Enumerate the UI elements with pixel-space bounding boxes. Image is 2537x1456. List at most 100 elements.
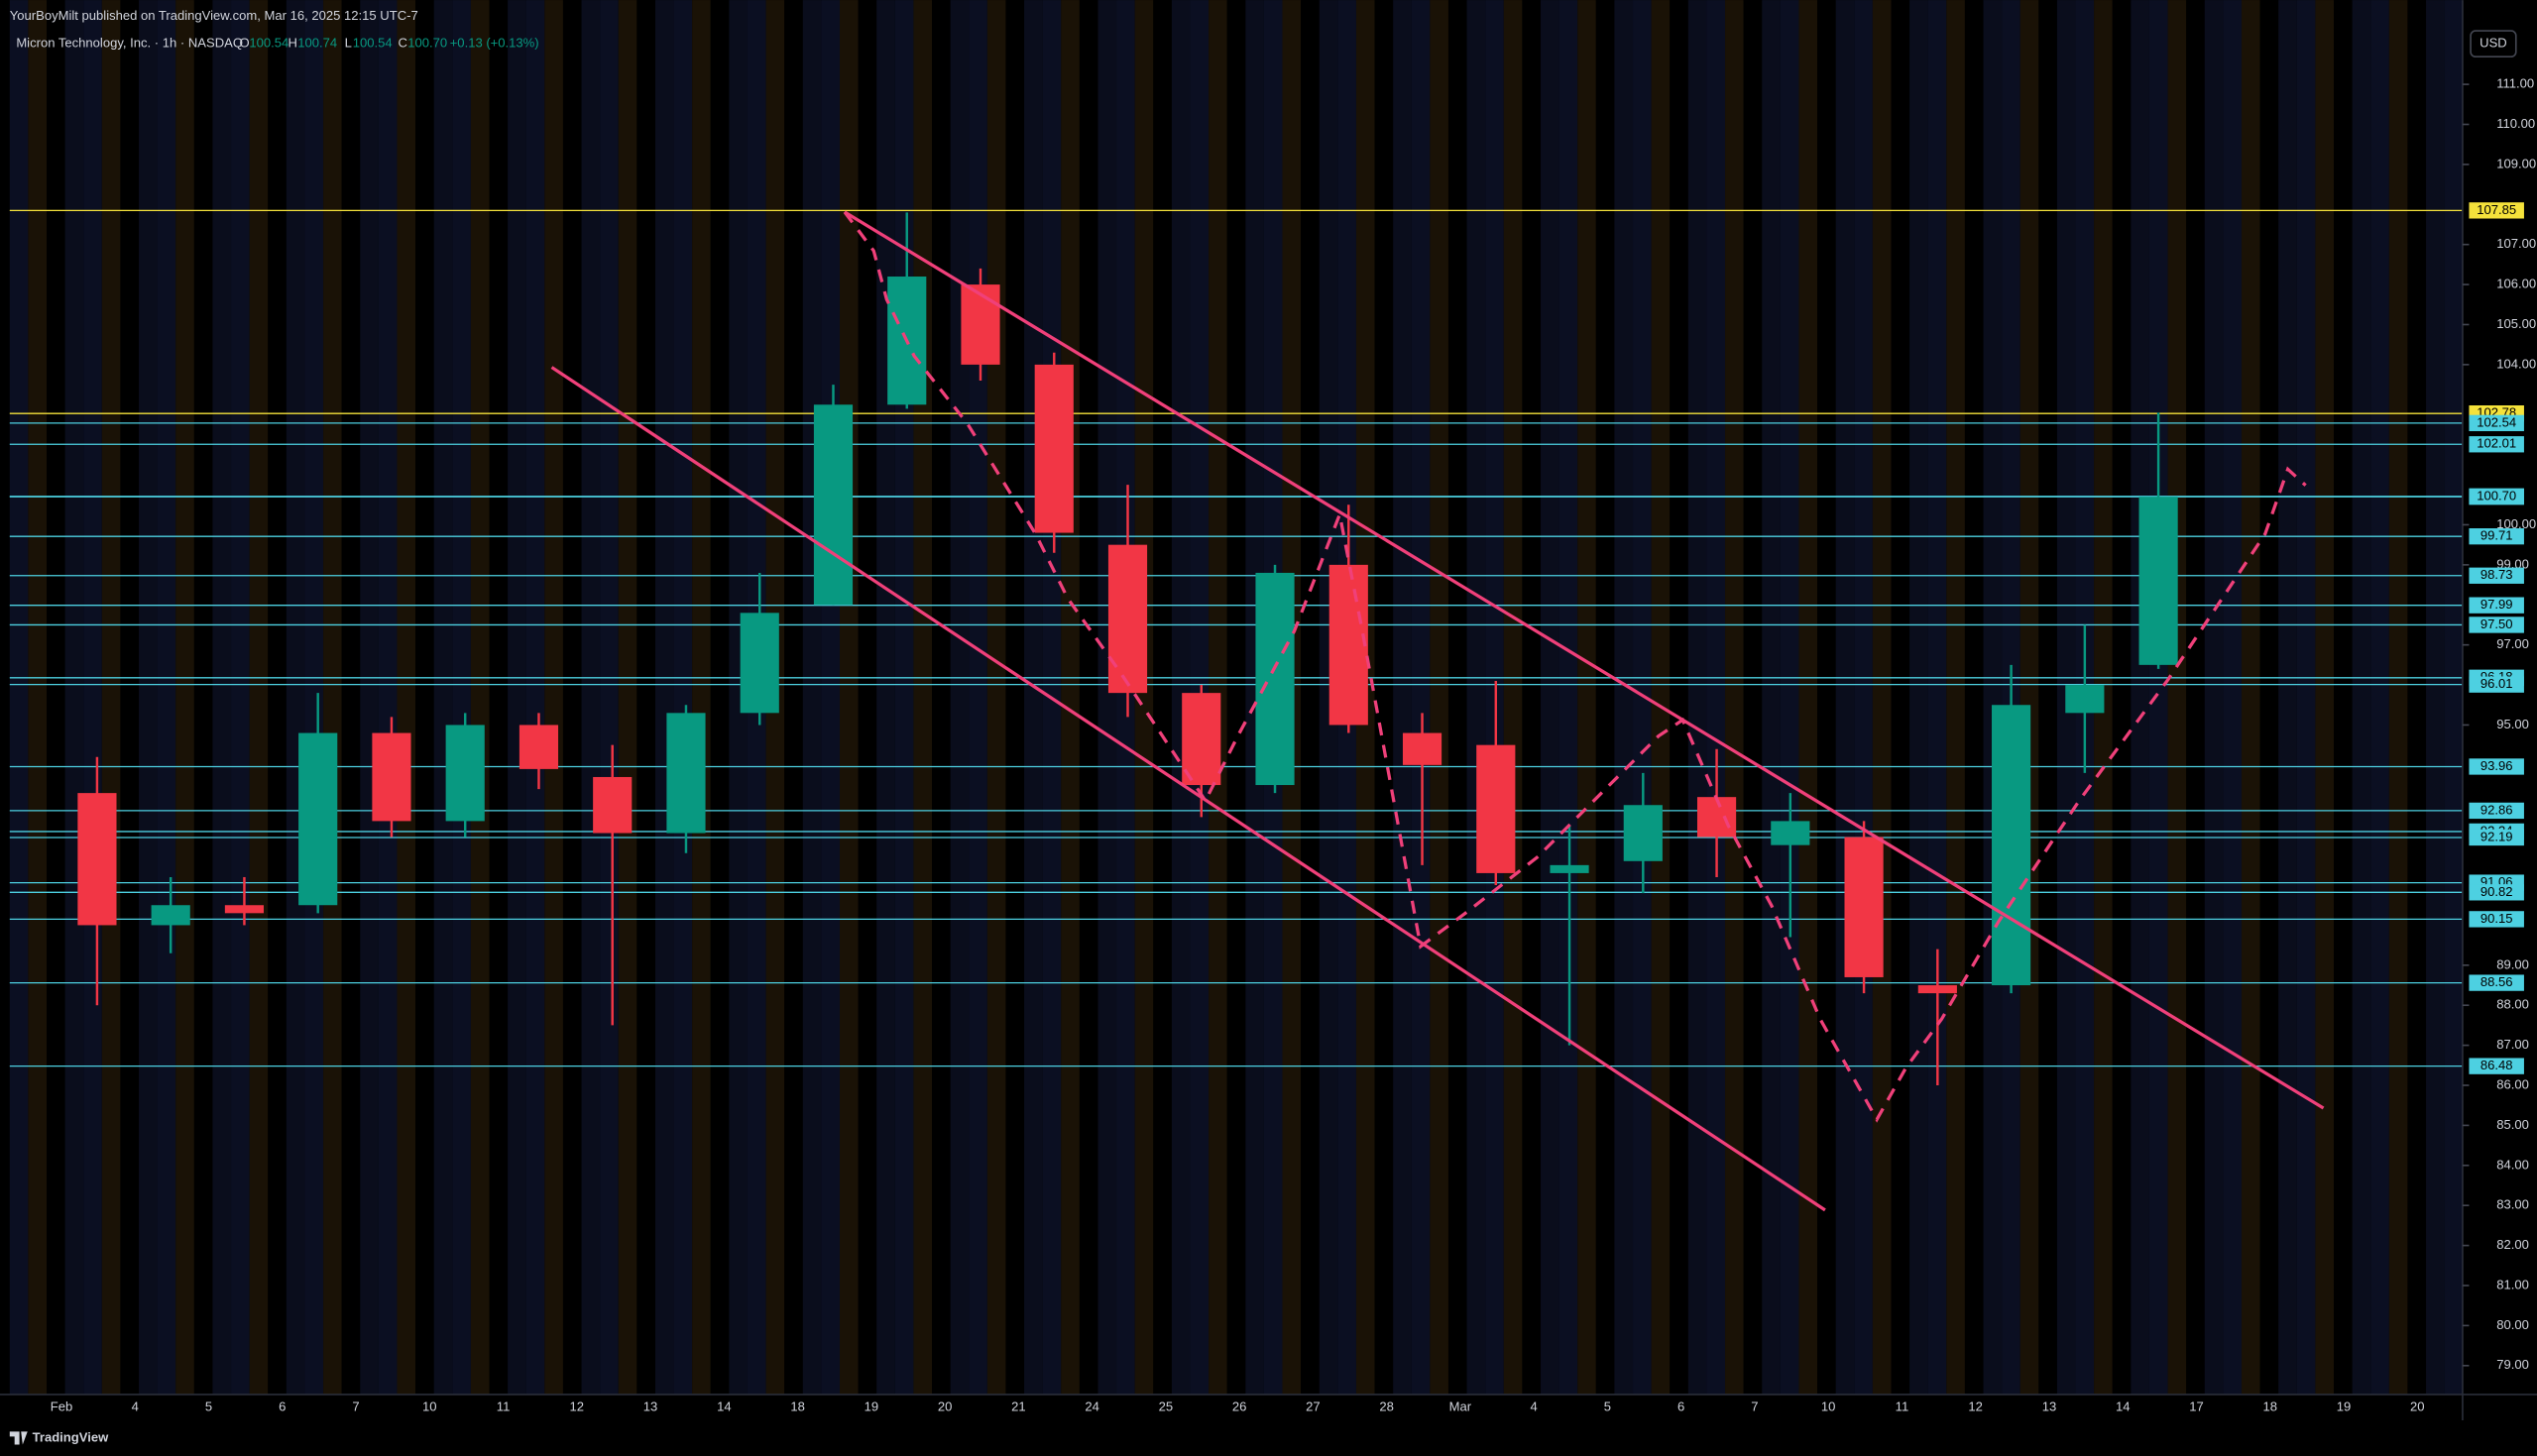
session-band: [249, 0, 269, 1395]
y-tick-label: 105.00: [2496, 316, 2536, 331]
session-band: [1595, 0, 1615, 1395]
session-band: [1983, 0, 2003, 1395]
y-tick-label: 111.00: [2496, 76, 2534, 91]
level-label: 90.82: [2480, 884, 2513, 899]
level-label: 96.01: [2480, 676, 2513, 691]
session-band: [1541, 0, 1559, 1395]
session-band: [397, 0, 416, 1395]
x-tick-label: 10: [422, 1399, 437, 1413]
session-band: [1762, 0, 1781, 1395]
session-band: [692, 0, 711, 1395]
session-band: [802, 0, 822, 1395]
session-band: [2148, 0, 2168, 1395]
ohlc-key: H: [288, 36, 296, 51]
x-tick-label: 12: [570, 1399, 585, 1413]
session-band: [470, 0, 490, 1395]
session-band: [433, 0, 453, 1395]
session-band: [101, 0, 121, 1395]
session-band: [1061, 0, 1080, 1395]
session-band: [950, 0, 970, 1395]
y-tick-label: 107.00: [2496, 236, 2536, 251]
y-tick-label: 85.00: [2496, 1117, 2529, 1132]
session-band: [9, 0, 29, 1395]
session-band: [1430, 0, 1448, 1395]
session-band: [2352, 0, 2371, 1395]
level-tag: [2469, 802, 2524, 820]
x-tick-label: 21: [1011, 1399, 1026, 1413]
drawings: [550, 210, 2325, 1212]
level-tag: [2469, 616, 2524, 633]
candle-body: [298, 732, 338, 906]
session-band: [1614, 0, 1634, 1395]
x-tick-label: 5: [205, 1399, 212, 1413]
session-band: [1024, 0, 1043, 1395]
candle-body: [1107, 544, 1148, 694]
session-band: [1485, 0, 1504, 1395]
session-band: [1577, 0, 1596, 1395]
projected-path: [843, 210, 2307, 1123]
session-band: [157, 0, 176, 1395]
session-band: [83, 0, 102, 1395]
session-band: [618, 0, 637, 1395]
level-tag: [2469, 414, 2524, 432]
symbol: Micron Technology, Inc. · 1h · NASDAQ: [16, 36, 243, 51]
candle-body: [1402, 732, 1442, 765]
ohlc-value: 100.54: [249, 36, 288, 51]
session-band: [2296, 0, 2316, 1395]
y-tick-label: 110.00: [2496, 116, 2535, 131]
level-tag: [2469, 911, 2524, 928]
session-band: [1817, 0, 1836, 1395]
session-band: [175, 0, 194, 1395]
candle-body: [445, 725, 485, 822]
session-band: [673, 0, 693, 1395]
candle-body: [1844, 837, 1884, 977]
session-band: [120, 0, 140, 1395]
session-band: [489, 0, 509, 1395]
session-band: [1374, 0, 1394, 1395]
y-tick-label: 81.00: [2496, 1277, 2529, 1291]
x-tick-label: 19: [865, 1399, 879, 1413]
session-band: [1116, 0, 1135, 1395]
x-tick-label: 6: [279, 1399, 286, 1413]
y-tick-label: 99.00: [2496, 556, 2529, 571]
session-band: [1964, 0, 1984, 1395]
x-tick-label: 26: [1232, 1399, 1247, 1413]
currency[interactable]: USD: [2479, 36, 2507, 51]
ohlc-value: 100.54: [353, 36, 393, 51]
session-band: [2388, 0, 2408, 1395]
candle-body: [1255, 572, 1295, 786]
level-label: 102.54: [2477, 414, 2516, 429]
candle-body: [961, 284, 1000, 365]
session-band: [1153, 0, 1172, 1395]
y-tick-label: 80.00: [2496, 1317, 2529, 1332]
currency-button[interactable]: [2470, 30, 2517, 58]
y-tick-label: 79.00: [2496, 1357, 2529, 1372]
level-label: 97.50: [2480, 616, 2513, 631]
candle-body: [1917, 985, 1957, 994]
session-band: [729, 0, 748, 1395]
x-tick-label: 7: [352, 1399, 359, 1413]
level-label: 97.99: [2480, 597, 2513, 612]
session-band: [1835, 0, 1855, 1395]
price-axis: 79.00 80.00 81.00 82.00 83.00 84.00 85.00 86.00…: [2462, 76, 2536, 1372]
candle-body: [2065, 685, 2105, 714]
session-band: [341, 0, 361, 1395]
session-band: [452, 0, 471, 1395]
x-tick-label: 27: [1306, 1399, 1321, 1413]
session-band: [2167, 0, 2187, 1395]
session-band: [1854, 0, 1873, 1395]
session-band: [378, 0, 398, 1395]
candle-body: [1992, 705, 2031, 986]
session-band: [876, 0, 895, 1395]
session-band: [2186, 0, 2205, 1395]
x-tick-label: 11: [1896, 1399, 1909, 1413]
y-tick-label: 84.00: [2496, 1157, 2529, 1172]
x-tick-label: 12: [1968, 1399, 1983, 1413]
y-tick-label: 86.00: [2496, 1076, 2529, 1091]
session-band: [2019, 0, 2039, 1395]
session-band: [969, 0, 987, 1395]
x-tick-label: 17: [2189, 1399, 2204, 1413]
session-band: [1245, 0, 1264, 1395]
x-tick-label: 28: [1379, 1399, 1394, 1413]
session-band: [2334, 0, 2353, 1395]
